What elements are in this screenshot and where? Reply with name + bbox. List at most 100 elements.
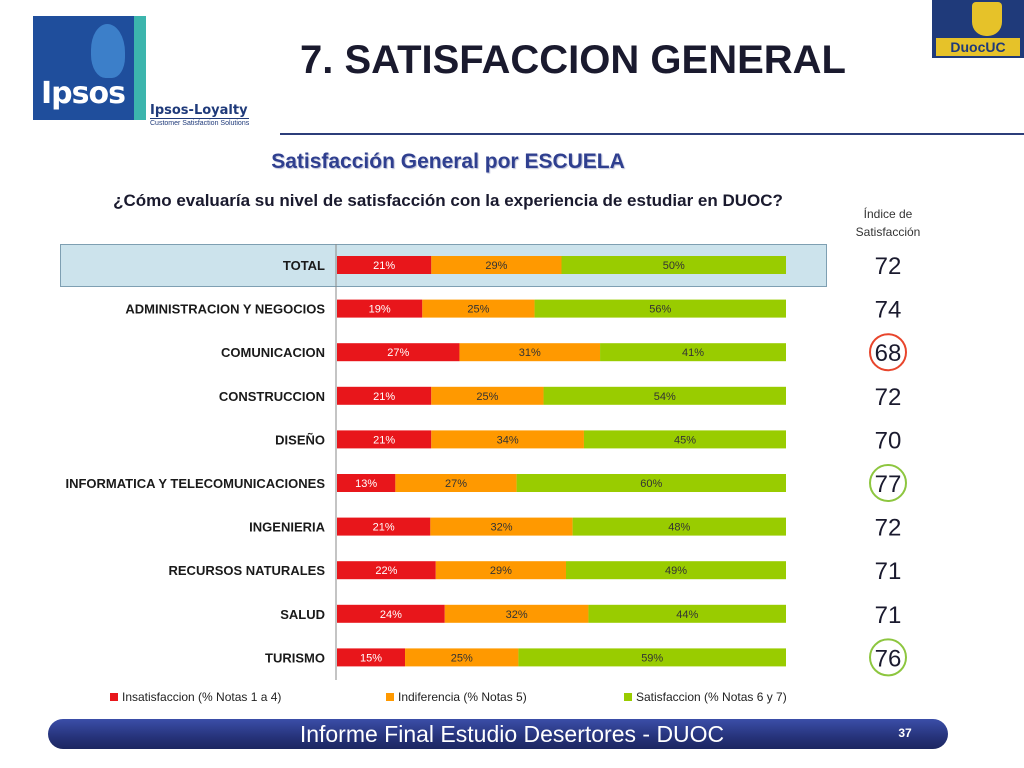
logo-accent-bar	[134, 16, 146, 120]
legend-item-insatisfaccion: Insatisfaccion (% Notas 1 a 4)	[110, 690, 281, 704]
data-label: 22%	[375, 565, 397, 577]
bar-segment-indiferencia	[444, 604, 589, 623]
legend-label: Satisfaccion (% Notas 6 y 7)	[636, 690, 787, 704]
bar-segment-indiferencia	[431, 430, 584, 449]
bar-segment-satisfaccion	[565, 561, 786, 580]
category-label: CONSTRUCCION	[219, 389, 325, 404]
data-label: 60%	[640, 478, 662, 490]
data-label: 21%	[373, 434, 395, 446]
category-labels: TOTAL ADMINISTRACION Y NEGOCIOS COMUNICACI…	[65, 258, 325, 665]
satisfaction-index-value: 68	[875, 340, 902, 367]
ipsos-logo: Ipsos	[33, 16, 146, 120]
data-label: 41%	[682, 347, 704, 359]
data-label: 25%	[476, 391, 498, 403]
bar-segment-satisfaccion	[516, 474, 786, 492]
bar-segment-satisfaccion	[543, 386, 786, 405]
duoc-logo: DuocUC	[932, 0, 1024, 58]
logo-head-icon	[91, 24, 125, 78]
satisfaction-index-value: 71	[875, 602, 902, 629]
bar-segment-satisfaccion	[572, 517, 786, 536]
footer-title: Informe Final Estudio Desertores - DUOC	[299, 721, 725, 747]
data-label: 13%	[355, 478, 377, 490]
bar-segment-indiferencia	[431, 386, 544, 405]
category-label: COMUNICACION	[221, 345, 325, 360]
category-label: SALUD	[280, 607, 325, 622]
legend-swatch-orange	[386, 693, 394, 701]
bar-segment-satisfaccion	[588, 604, 786, 623]
data-label: 31%	[519, 347, 541, 359]
bar-segment-indiferencia	[422, 299, 535, 318]
index-header-line-2: Satisfacción	[855, 225, 921, 239]
satisfaction-index-value: 74	[875, 297, 902, 324]
bar-segments: 21% 29% 50% 19% 25% 56% 27% 31% 41% 21% 25% 54% 21% 3…	[337, 256, 786, 667]
data-label: 44%	[676, 609, 698, 621]
category-label: DISEÑO	[275, 432, 325, 447]
data-label: 25%	[451, 652, 473, 664]
bar-segment-satisfaccion	[534, 299, 786, 318]
chart-subtitle: Satisfacción General por ESCUELA	[271, 150, 625, 173]
bar-segment-satisfaccion	[600, 343, 786, 362]
data-label: 29%	[490, 565, 512, 577]
ipsos-logo-text: Ipsos	[41, 76, 126, 111]
bar-segment-satisfaccion	[561, 256, 786, 274]
satisfaction-index-value: 72	[875, 515, 902, 542]
bar-segment-insatisfaccion	[337, 648, 406, 667]
bar-segment-indiferencia	[405, 648, 519, 667]
data-label: 34%	[497, 434, 519, 446]
chart-legend: Insatisfaccion (% Notas 1 a 4) Indiferen…	[110, 690, 850, 706]
satisfaction-index-value: 76	[875, 645, 902, 672]
legend-label: Indiferencia (% Notas 5)	[398, 690, 527, 704]
bar-segment-satisfaccion	[583, 430, 786, 449]
bar-segment-indiferencia	[459, 343, 601, 362]
index-highlight-circle	[869, 333, 907, 372]
data-label: 21%	[373, 391, 395, 403]
header-divider	[280, 133, 1024, 135]
bar-segment-insatisfaccion	[337, 430, 432, 449]
bar-segment-indiferencia	[395, 474, 517, 492]
bar-segment-indiferencia	[430, 517, 573, 536]
category-label: TURISMO	[265, 650, 325, 665]
data-label: 19%	[369, 304, 391, 316]
data-label: 50%	[663, 260, 685, 272]
data-label: 32%	[490, 522, 512, 534]
index-highlight-circle	[869, 464, 907, 502]
data-label: 49%	[665, 565, 687, 577]
data-label: 15%	[360, 652, 382, 664]
ipsos-loyalty-title: Ipsos-Loyalty	[150, 103, 248, 118]
bar-segment-insatisfaccion	[337, 299, 423, 318]
satisfaction-index-value: 77	[875, 471, 902, 498]
page-title: 7. SATISFACCION GENERAL	[300, 38, 846, 82]
data-label: 48%	[668, 522, 690, 534]
legend-item-indiferencia: Indiferencia (% Notas 5)	[386, 690, 527, 704]
data-label: 56%	[649, 304, 671, 316]
data-label: 21%	[373, 522, 395, 534]
data-label: 21%	[373, 260, 395, 272]
survey-question: ¿Cómo evaluaría su nivel de satisfacción…	[113, 191, 783, 210]
index-header-line-1: Índice de	[863, 207, 913, 221]
bar-segment-insatisfaccion	[337, 474, 396, 492]
category-label: RECURSOS NATURALES	[169, 563, 326, 578]
category-label: ADMINISTRACION Y NEGOCIOS	[125, 302, 325, 317]
bar-segment-insatisfaccion	[337, 517, 431, 536]
index-header: Índice de Satisfacción	[840, 205, 936, 241]
data-label: 29%	[485, 260, 507, 272]
stacked-bar-chart: TOTAL ADMINISTRACION Y NEGOCIOS COMUNICACI…	[65, 244, 907, 680]
data-label: 24%	[380, 609, 402, 621]
category-label: INGENIERIA	[249, 520, 325, 535]
data-label: 59%	[641, 652, 663, 664]
bar-segment-insatisfaccion	[337, 386, 432, 405]
index-highlight-circle	[869, 638, 907, 677]
bar-segment-indiferencia	[431, 256, 562, 274]
legend-label: Insatisfaccion (% Notas 1 a 4)	[122, 690, 282, 704]
bar-segment-indiferencia	[435, 561, 566, 580]
bar-segment-insatisfaccion	[337, 561, 436, 580]
satisfaction-index-column: 72 74 68 72 70 77 72 71 71 76	[869, 253, 907, 677]
data-label: 54%	[654, 391, 676, 403]
satisfaction-index-value: 72	[875, 384, 902, 411]
satisfaction-index-value: 72	[875, 253, 902, 280]
satisfaction-index-value: 71	[875, 558, 902, 585]
page-number: 37	[898, 726, 912, 740]
legend-swatch-green	[624, 693, 632, 701]
bar-segment-insatisfaccion	[337, 256, 432, 274]
bar-segment-insatisfaccion	[337, 343, 460, 362]
